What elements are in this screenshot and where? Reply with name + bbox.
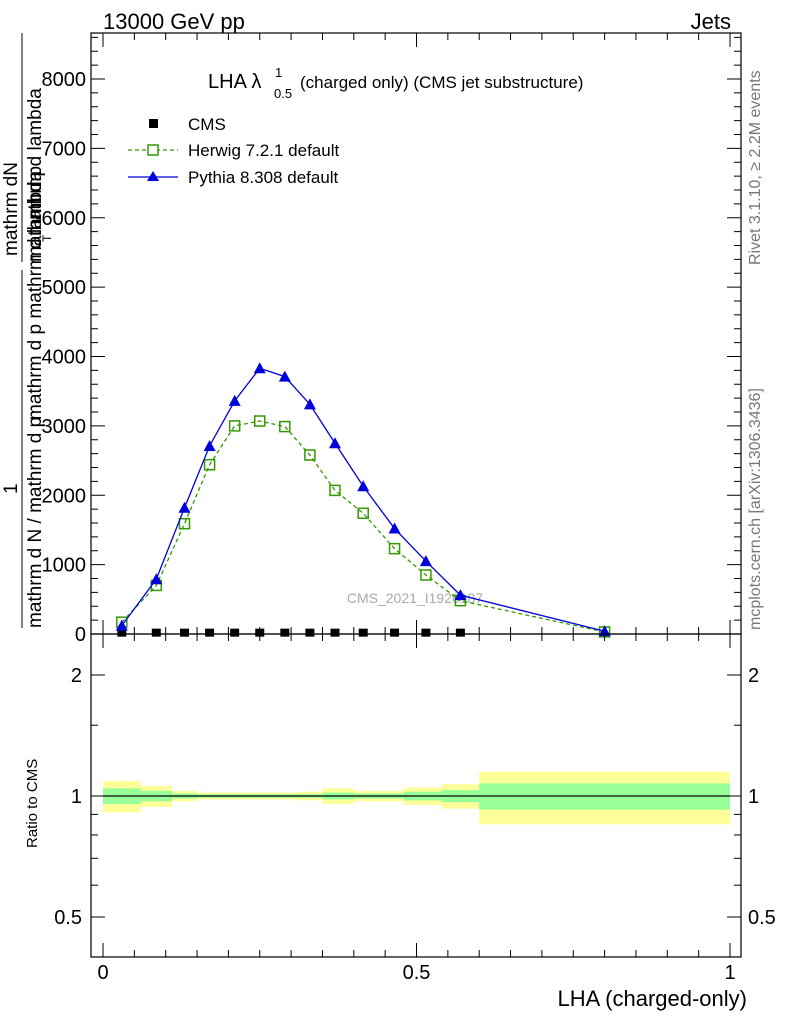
herwig-point bbox=[329, 484, 341, 497]
cms-point bbox=[205, 628, 215, 637]
herwig-point bbox=[178, 517, 191, 530]
main-ytick-label: 5000 bbox=[42, 277, 87, 299]
ratio-ytick-label-right: 1 bbox=[748, 786, 759, 808]
ratio-ytick-label-right: 2 bbox=[748, 665, 759, 687]
ratio-ytick-label: 1 bbox=[71, 786, 82, 808]
main-ylabel-one: 1 bbox=[1, 483, 22, 494]
herwig-point bbox=[357, 507, 369, 520]
header-energy: 13000 GeV pp bbox=[103, 9, 245, 34]
main-ytick-label: 3000 bbox=[42, 416, 87, 438]
pythia-point bbox=[115, 619, 128, 631]
cms-point bbox=[330, 628, 340, 637]
header-jets: Jets bbox=[691, 9, 731, 34]
ratio-ytick-label: 0.5 bbox=[54, 907, 82, 929]
main-ytick-label: 1000 bbox=[42, 555, 87, 577]
main-ylabel-den-sub: T bbox=[40, 234, 54, 242]
mcplots-label: mcplots.cern.ch [arXiv:1306.3436] bbox=[747, 388, 764, 630]
cms-point bbox=[455, 628, 465, 637]
pythia-point bbox=[388, 522, 401, 534]
main-ytick-label: 8000 bbox=[42, 69, 87, 91]
main-ytick-label: 2000 bbox=[42, 485, 87, 507]
pythia-point bbox=[454, 589, 467, 601]
legend-label-pythia: Pythia 8.308 default bbox=[188, 168, 339, 187]
pythia-point bbox=[228, 394, 241, 406]
legend-label-herwig: Herwig 7.2.1 default bbox=[188, 141, 339, 160]
main-ytick-label: 4000 bbox=[42, 347, 87, 369]
main-ylabel-den2-b: mathrm d p mathrm d lambda bbox=[25, 170, 46, 420]
ratio-ylabel: Ratio to CMS bbox=[24, 759, 41, 848]
legend-marker-pythia bbox=[147, 171, 159, 181]
main-ylabel: mathrm dN mathrm d p T mathrm d lambda 1… bbox=[1, 33, 54, 628]
legend: CMS Herwig 7.2.1 default Pythia 8.308 de… bbox=[128, 115, 339, 187]
plot-title-main: LHA λ bbox=[208, 71, 261, 93]
cms-point bbox=[358, 628, 368, 637]
cms-point bbox=[117, 628, 127, 637]
plot-title-sub: 0.5 bbox=[274, 86, 292, 101]
main-plot-axes: 0 1000 2000 3000 4000 5000 6000 7000 8000 bbox=[42, 32, 742, 646]
ratio-ytick-label: 2 bbox=[71, 665, 82, 687]
pythia-point bbox=[303, 398, 316, 410]
cms-point bbox=[180, 628, 190, 637]
x-axis-label: LHA (charged-only) bbox=[557, 986, 747, 1011]
main-plot-series bbox=[115, 362, 611, 638]
main-ylabel-num: mathrm dN bbox=[1, 162, 22, 256]
pythia-point bbox=[419, 555, 432, 567]
pythia-point bbox=[253, 362, 266, 374]
cms-point bbox=[421, 628, 431, 637]
ratio-bands bbox=[103, 771, 730, 825]
pythia-point bbox=[203, 439, 216, 451]
herwig-point bbox=[279, 420, 291, 433]
ratio-axes: 0.5 0.5 1 1 2 2 0 0.5 1 bbox=[54, 633, 776, 984]
cms-point bbox=[151, 628, 161, 637]
legend-label-cms: CMS bbox=[188, 115, 226, 134]
herwig-point bbox=[228, 420, 241, 432]
watermark: CMS_2021_I1920187 bbox=[347, 590, 483, 606]
herwig-point bbox=[254, 415, 266, 427]
herwig-point bbox=[388, 542, 401, 555]
pythia-point bbox=[178, 501, 191, 513]
main-ylabel-den-a: mathrm d p bbox=[25, 166, 46, 262]
main-ytick-label: 7000 bbox=[42, 138, 87, 160]
x-tick-label: 0.5 bbox=[403, 962, 431, 984]
cms-point bbox=[280, 628, 290, 637]
x-tick-label: 1 bbox=[724, 962, 735, 984]
pythia-line bbox=[121, 367, 605, 632]
x-tick-label: 0 bbox=[97, 962, 108, 984]
pythia-point bbox=[150, 573, 163, 585]
herwig-point bbox=[203, 458, 216, 471]
pythia-point bbox=[357, 480, 370, 492]
ratio-ytick-label-right: 0.5 bbox=[748, 907, 776, 929]
pythia-point bbox=[328, 437, 341, 449]
cms-point bbox=[305, 628, 315, 637]
legend-marker-cms bbox=[149, 119, 158, 128]
cms-point bbox=[230, 628, 240, 637]
main-ylabel-den-b: mathrm d lambda bbox=[25, 88, 46, 236]
rivet-label: Rivet 3.1.10, ≥ 2.2M events bbox=[747, 70, 764, 265]
herwig-point bbox=[420, 569, 432, 581]
plot-title: LHA λ bbox=[208, 71, 261, 93]
pythia-point bbox=[278, 370, 291, 382]
herwig-point bbox=[304, 449, 316, 461]
plot-title-rest: (charged only) (CMS jet substructure) bbox=[300, 73, 583, 92]
main-ytick-label: 6000 bbox=[42, 208, 87, 230]
cms-point bbox=[390, 628, 400, 637]
main-ylabel-den2-a: mathrm d N / mathrm d p bbox=[25, 417, 46, 628]
legend-marker-herwig bbox=[147, 144, 159, 156]
plot-title-sup: 1 bbox=[275, 65, 282, 80]
cms-point bbox=[255, 628, 265, 637]
main-ytick-label: 0 bbox=[75, 624, 86, 646]
